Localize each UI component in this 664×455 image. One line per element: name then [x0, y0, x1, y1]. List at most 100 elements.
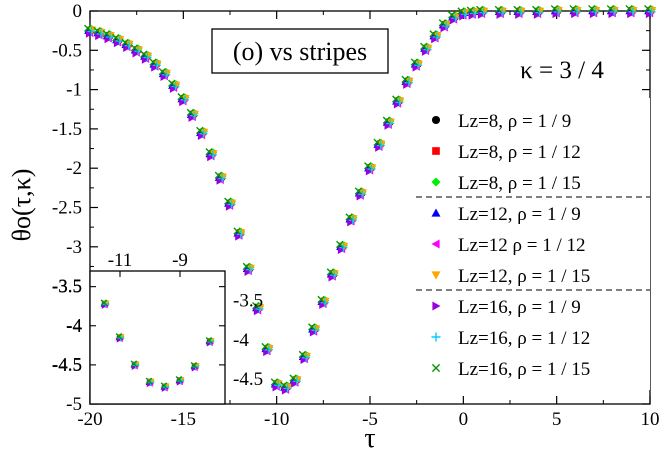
- data-point: [102, 30, 111, 38]
- inset-data-point: [130, 360, 138, 368]
- main-plot: -20 -15 -10 -5 0 5 10 0 -0.5 -1 -1.5 -2 -2.5 -3 -3.5 -4…: [52, 1, 660, 430]
- data-point: [233, 227, 241, 235]
- legend-label: Lz=8, ρ = 1 / 12: [458, 142, 581, 163]
- data-point: [438, 19, 447, 27]
- data-point: [320, 298, 329, 307]
- data-point: [395, 98, 404, 107]
- data-point: [392, 95, 400, 103]
- inset-y-tick-label: -4: [66, 316, 82, 337]
- data-point: [536, 7, 545, 15]
- data-point: [171, 82, 180, 91]
- inset-data-point: [160, 382, 168, 389]
- data-point: [208, 150, 217, 159]
- data-point: [364, 162, 372, 170]
- series-8: [84, 4, 652, 389]
- data-point: [354, 187, 363, 195]
- legend-marker: [431, 208, 441, 217]
- data-point: [592, 7, 601, 15]
- inset-data-point: [205, 336, 213, 344]
- data-point: [513, 5, 521, 14]
- data-point: [106, 32, 115, 40]
- data-point: [106, 32, 115, 41]
- data-point: [246, 265, 255, 274]
- data-point: [87, 27, 96, 36]
- inset-y-tick-label-right: -4: [233, 330, 249, 351]
- data-point: [554, 7, 563, 15]
- kappa-annotation: κ = 3 / 4: [520, 57, 604, 84]
- data-point: [190, 110, 199, 118]
- data-point: [172, 81, 181, 89]
- data-point: [228, 199, 237, 207]
- y-tick-label: -4: [66, 315, 82, 336]
- inset-series-8: [100, 299, 213, 389]
- data-point: [237, 229, 246, 237]
- legend-marker: [431, 363, 441, 373]
- data-point: [606, 4, 615, 13]
- data-point: [432, 32, 441, 41]
- data-point: [149, 58, 157, 66]
- data-point: [274, 381, 283, 390]
- data-point: [330, 270, 339, 278]
- data-point: [535, 8, 544, 17]
- data-point: [629, 7, 638, 15]
- data-point: [265, 344, 274, 353]
- x-tick-label: 5: [552, 409, 562, 430]
- y-axis-label: θo(τ,κ): [7, 169, 36, 242]
- title-box: [211, 28, 389, 74]
- data-point: [199, 129, 208, 138]
- data-point: [476, 5, 484, 14]
- data-point: [256, 304, 265, 312]
- data-point: [196, 126, 204, 135]
- data-point: [480, 7, 489, 15]
- legend-label: Lz=12, ρ = 1 / 15: [458, 266, 590, 287]
- data-point: [186, 108, 195, 117]
- y-tick-label: -3.5: [52, 276, 82, 297]
- data-point: [377, 140, 386, 148]
- data-point: [442, 21, 451, 29]
- data-point: [242, 262, 251, 271]
- data-point: [298, 350, 307, 359]
- data-point: [84, 24, 92, 32]
- data-point: [470, 9, 479, 18]
- y-tick-label: -1: [66, 80, 82, 101]
- data-point: [116, 36, 125, 44]
- data-point: [550, 4, 559, 13]
- legend-marker: [431, 332, 441, 342]
- data-point: [140, 50, 148, 58]
- data-point: [373, 138, 381, 146]
- data-point: [143, 53, 152, 62]
- data-point: [625, 4, 633, 13]
- data-point: [255, 304, 264, 313]
- inset-y-tick-label-right: -4.5: [233, 369, 263, 390]
- legend-label: Lz=8, ρ = 1 / 15: [458, 173, 581, 194]
- data-point: [168, 79, 176, 88]
- legend-label: Lz=12 ρ = 1 / 12: [458, 235, 585, 256]
- y-tick-label: -3: [66, 237, 82, 258]
- data-point: [396, 97, 405, 105]
- data-point: [401, 75, 409, 84]
- inset-data-point: [145, 377, 153, 385]
- data-point: [93, 26, 101, 35]
- y-tick-label: -2: [66, 158, 82, 179]
- y-tick-label: -2.5: [52, 198, 82, 219]
- data-point: [588, 4, 596, 13]
- data-point: [130, 44, 139, 52]
- data-point: [340, 242, 349, 251]
- data-point: [410, 58, 419, 66]
- data-point: [376, 141, 385, 150]
- data-point: [460, 10, 469, 19]
- data-point: [569, 4, 577, 13]
- x-tick-label: 0: [459, 409, 469, 430]
- data-point: [349, 215, 358, 223]
- data-point: [573, 7, 582, 15]
- data-point: [205, 147, 213, 156]
- data-point: [424, 44, 433, 52]
- series-5: [88, 7, 657, 391]
- data-point: [292, 377, 301, 386]
- chart-title: (o) vs stripes: [233, 37, 367, 66]
- data-point: [591, 7, 600, 16]
- data-point: [227, 200, 236, 209]
- data-point: [414, 60, 423, 68]
- legend-marker: [431, 239, 440, 249]
- data-point: [96, 29, 105, 38]
